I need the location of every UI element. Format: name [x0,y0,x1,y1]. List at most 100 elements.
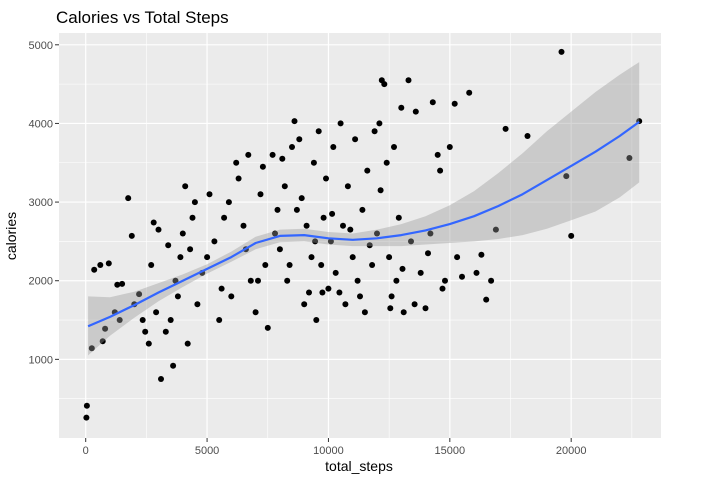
data-point [434,151,441,158]
data-point [88,345,95,352]
data-point [245,151,252,158]
data-point [332,269,339,276]
data-point [376,120,383,127]
data-point [371,128,378,135]
data-point [563,173,570,180]
data-point [150,219,157,226]
data-point [262,262,269,268]
data-point [383,159,390,166]
data-point [381,81,388,88]
data-point [172,277,179,284]
data-point [142,328,149,335]
y-axis-ticks: 1000 2000 3000 4000 5000 [29,40,59,366]
data-point [492,226,499,233]
data-point [349,254,356,261]
data-point [119,280,126,287]
data-point [136,291,143,298]
data-point [284,277,291,284]
data-point [187,246,194,253]
data-point [91,266,98,273]
data-point [102,325,109,332]
data-point [255,277,261,284]
data-point [408,238,414,245]
x-tick-label: 5000 [195,445,219,457]
data-point [259,163,266,170]
data-point [83,414,90,421]
data-point [125,195,132,202]
data-point [184,340,191,347]
data-point [359,206,366,213]
data-point [327,238,334,245]
data-point [466,89,473,96]
data-point [524,133,531,139]
y-axis-title: calories [3,212,19,260]
data-point [377,187,384,194]
data-point [99,338,106,345]
data-point [155,226,162,233]
minor-gridlines [59,33,661,438]
data-point [145,340,152,347]
data-point [488,277,495,284]
plot-panel [59,33,661,438]
data-point [272,230,278,237]
data-point [437,167,444,174]
data-point [240,222,247,229]
x-tick-label: 0 [83,445,89,457]
data-point [451,100,458,107]
data-point [179,230,186,237]
data-point [218,285,225,292]
data-point [211,238,218,245]
data-point [422,305,429,312]
data-point [357,293,363,300]
data-point [329,210,336,217]
data-point [225,199,232,206]
data-point [116,317,123,323]
x-tick-label: 20000 [556,445,587,457]
data-point [139,317,146,323]
data-point [303,222,310,229]
y-tick-label: 3000 [29,197,53,209]
data-point [340,222,346,229]
data-point [427,230,434,237]
data-point [393,277,400,284]
y-tick-label: 5000 [29,40,53,52]
data-point [97,262,104,268]
data-point [558,48,565,55]
data-point [352,136,359,143]
data-point [366,242,373,249]
data-point [439,285,446,292]
data-point [165,242,172,249]
data-point [395,214,402,221]
data-point [247,277,254,284]
data-point [286,262,293,268]
data-point [228,293,235,300]
x-axis-ticks: 0 5000 10000 15000 20000 [83,438,587,457]
data-point [319,289,326,296]
data-point [330,144,337,150]
data-point [323,175,329,182]
data-point [257,191,264,198]
data-point [289,144,295,150]
data-point [386,254,393,261]
data-point [320,214,327,221]
data-point [454,254,461,261]
data-point [281,183,288,190]
data-point [369,262,376,268]
data-point [191,199,198,206]
y-tick-label: 2000 [29,276,53,288]
data-point [269,151,276,158]
data-point [221,214,228,221]
data-point [182,183,189,190]
data-point [318,262,325,268]
y-tick-label: 1000 [29,354,53,366]
data-point [399,265,406,272]
smooth-trend-line [87,121,640,328]
data-point [235,175,242,182]
data-point [478,251,485,258]
data-point [388,293,395,300]
data-point [105,260,112,267]
data-point [83,402,90,409]
data-point [473,269,480,276]
data-point [568,232,575,239]
data-point [162,328,169,335]
